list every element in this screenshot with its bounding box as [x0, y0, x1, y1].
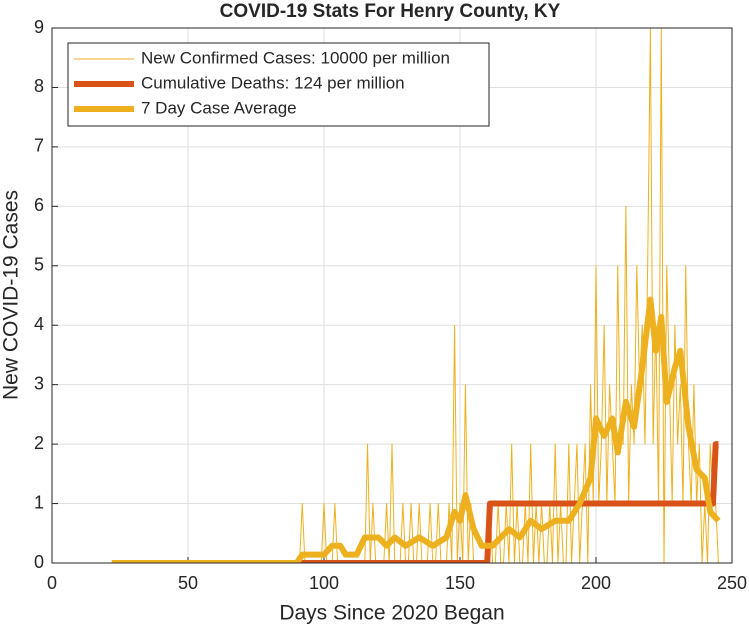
y-tick-label: 2 — [34, 433, 44, 453]
y-tick-label: 7 — [34, 136, 44, 156]
plot-frame — [51, 27, 733, 564]
series-line — [111, 296, 721, 563]
x-tick-label: 100 — [309, 573, 339, 593]
series-line — [111, 441, 719, 563]
y-tick-label: 1 — [34, 492, 44, 512]
legend-label: New Confirmed Cases: 10000 per million — [141, 48, 450, 67]
y-tick-label: 6 — [34, 195, 44, 215]
legend-label: 7 Day Case Average — [141, 98, 297, 117]
chart-title: COVID-19 Stats For Henry County, KY — [220, 1, 561, 22]
y-tick-label: 8 — [34, 76, 44, 96]
x-axis-label: Days Since 2020 Began — [279, 602, 504, 625]
x-tick-label: 200 — [581, 573, 611, 593]
x-tick-label: 50 — [178, 573, 198, 593]
x-tick-label: 250 — [717, 573, 747, 593]
legend-box — [67, 42, 490, 127]
y-tick-label: 4 — [34, 314, 44, 334]
y-axis-label: New COVID-19 Cases — [0, 190, 23, 400]
y-tick-label: 9 — [34, 17, 44, 37]
x-tick-label: 0 — [47, 573, 57, 593]
y-tick-label: 3 — [34, 373, 44, 393]
y-tick-label: 0 — [34, 552, 44, 572]
x-tick-label: 150 — [445, 573, 475, 593]
legend-label: Cumulative Deaths: 124 per million — [141, 73, 405, 92]
y-tick-label: 5 — [34, 255, 44, 275]
